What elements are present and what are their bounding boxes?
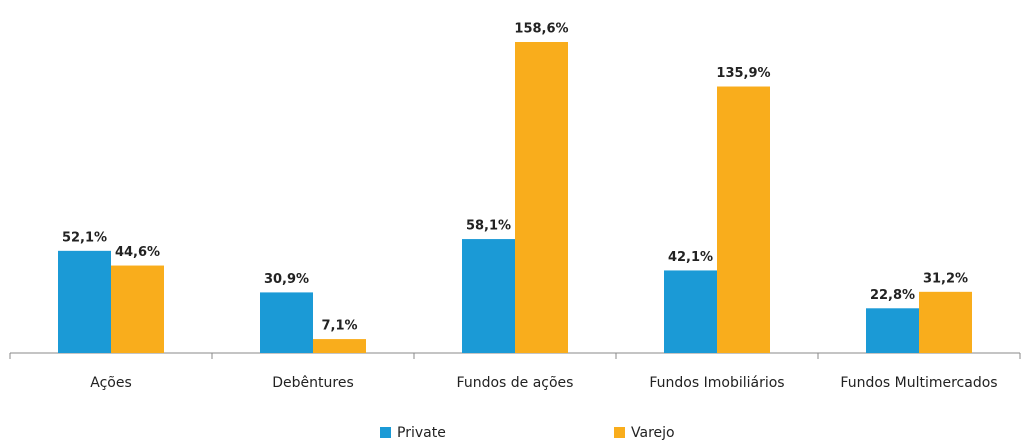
x-tick-label: Fundos de ações: [457, 375, 574, 391]
x-tick-label: Fundos Imobiliários: [649, 375, 784, 391]
legend-swatch: [380, 427, 391, 438]
x-tick-label: Ações: [90, 375, 132, 391]
bar: [919, 291, 972, 353]
bar: [260, 292, 313, 353]
value-label: 58,1%: [466, 219, 511, 234]
bar: [717, 86, 770, 354]
bar: [462, 239, 515, 353]
legend-label: Private: [397, 425, 446, 441]
legend-swatch: [614, 427, 625, 438]
value-label: 44,6%: [115, 245, 160, 260]
value-label: 42,1%: [668, 250, 713, 265]
bar: [111, 265, 164, 353]
bar: [313, 339, 366, 353]
value-label: 158,6%: [514, 22, 568, 37]
x-tick-label: Fundos Multimercados: [840, 375, 997, 391]
bar: [866, 308, 919, 353]
x-tick-label: Debêntures: [272, 375, 353, 391]
value-label: 22,8%: [870, 288, 915, 303]
value-label: 31,2%: [923, 271, 968, 286]
bar: [664, 270, 717, 353]
value-label: 30,9%: [264, 272, 309, 287]
value-label: 52,1%: [62, 230, 107, 245]
bar: [58, 250, 111, 353]
value-label: 135,9%: [716, 66, 770, 81]
legend-label: Varejo: [631, 425, 675, 441]
bar: [515, 42, 568, 353]
value-label: 7,1%: [321, 319, 357, 334]
